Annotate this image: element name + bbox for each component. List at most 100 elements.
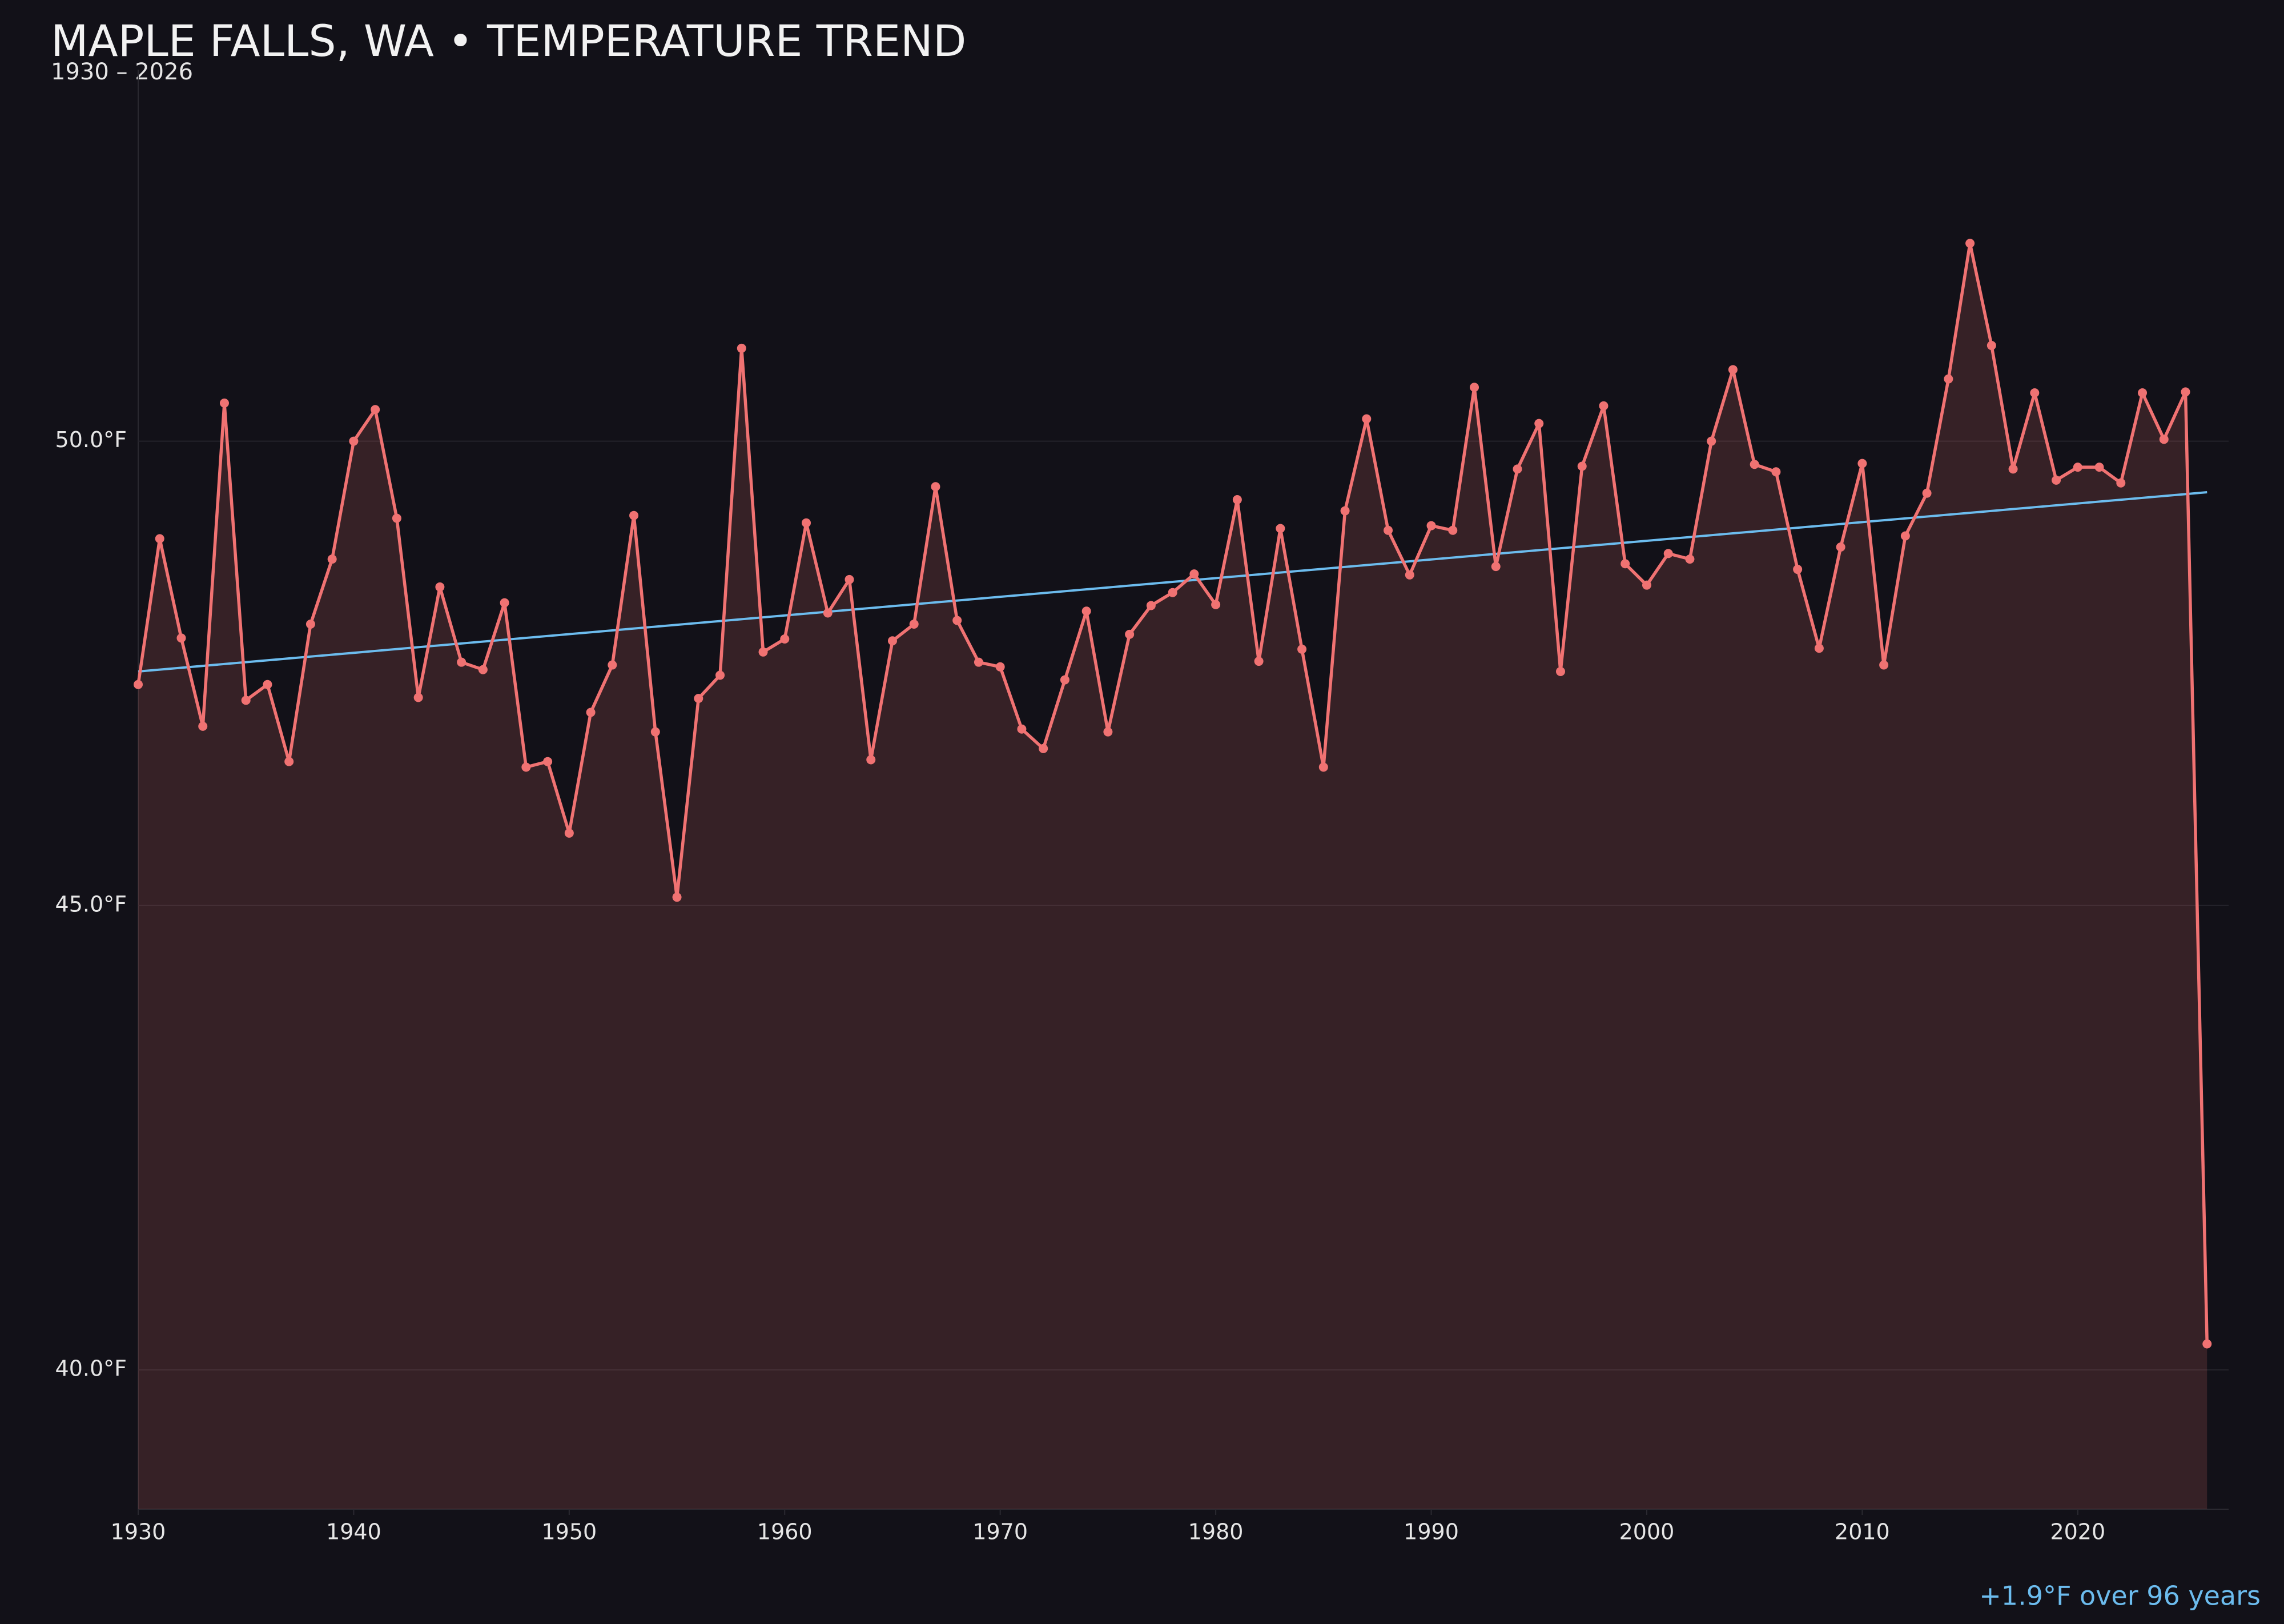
point — [2138, 388, 2148, 398]
point — [1017, 724, 1027, 734]
point — [1857, 459, 1867, 468]
point — [1922, 488, 1932, 498]
point — [371, 405, 380, 415]
point — [1340, 506, 1350, 516]
point — [1426, 521, 1436, 530]
point — [413, 693, 423, 702]
point — [802, 518, 811, 528]
point — [134, 680, 143, 689]
point — [1513, 464, 1522, 474]
point — [1232, 495, 1242, 505]
point — [629, 510, 639, 520]
point — [2073, 463, 2082, 472]
point — [2094, 463, 2104, 472]
point — [1836, 542, 1845, 552]
point — [845, 574, 854, 584]
point — [1318, 762, 1328, 772]
point — [198, 721, 208, 731]
point — [2159, 435, 2169, 444]
point — [435, 582, 445, 592]
point — [672, 893, 682, 902]
point — [758, 647, 768, 657]
point — [780, 634, 790, 644]
point — [909, 619, 919, 629]
point — [1555, 666, 1565, 676]
point — [995, 662, 1005, 672]
point — [1039, 743, 1048, 753]
point — [1599, 401, 1609, 411]
point — [866, 755, 876, 765]
point — [1771, 467, 1781, 477]
point — [586, 708, 596, 717]
point — [1081, 606, 1091, 616]
point — [1168, 588, 1177, 597]
point — [2181, 387, 2190, 397]
point — [1879, 660, 1889, 670]
chart-title: MAPLE FALLS, WA • TEMPERATURE TREND — [51, 15, 966, 66]
point — [2202, 1339, 2212, 1349]
point — [1534, 419, 1544, 428]
point — [2052, 475, 2061, 485]
point — [1965, 239, 1975, 248]
point — [478, 665, 488, 674]
point — [1470, 383, 1479, 392]
point — [305, 619, 315, 629]
point — [1793, 565, 1803, 574]
point — [1577, 461, 1587, 471]
x-tick-label: 1990 — [1404, 1520, 1459, 1545]
point — [1405, 570, 1414, 580]
point — [327, 554, 337, 564]
point — [1750, 460, 1759, 469]
x-tick-label: 2010 — [1835, 1520, 1890, 1545]
point — [1685, 554, 1695, 564]
point — [952, 616, 962, 625]
point — [1384, 525, 1393, 535]
point — [1276, 524, 1285, 533]
point — [1944, 374, 1953, 384]
point — [500, 598, 509, 608]
point — [2008, 464, 2018, 474]
point — [737, 343, 746, 353]
point — [1728, 365, 1738, 375]
x-tick-label: 1940 — [326, 1520, 381, 1545]
point — [1987, 341, 1996, 351]
point — [931, 482, 940, 492]
point — [543, 757, 553, 766]
y-tick-label: 40.0°F — [55, 1356, 127, 1381]
point — [219, 398, 229, 408]
point — [974, 657, 983, 667]
x-tick-label: 1950 — [541, 1520, 597, 1545]
point — [1254, 657, 1264, 666]
point — [1146, 601, 1156, 610]
point — [1663, 549, 1673, 558]
point — [284, 757, 294, 766]
point — [1900, 531, 1910, 541]
x-tick-label: 1970 — [972, 1520, 1028, 1545]
point — [1125, 629, 1135, 639]
point — [457, 657, 467, 667]
point — [176, 633, 186, 643]
point — [521, 762, 531, 772]
point — [2030, 388, 2040, 398]
point — [1103, 727, 1113, 737]
point — [1297, 644, 1307, 654]
y-tick-label: 50.0°F — [55, 427, 127, 452]
point — [1620, 559, 1630, 569]
point — [349, 436, 359, 446]
point — [2116, 478, 2126, 488]
point — [650, 727, 660, 737]
point — [1448, 525, 1458, 535]
point — [1362, 414, 1372, 424]
x-tick-label: 1930 — [111, 1520, 166, 1545]
point — [1707, 436, 1716, 446]
x-tick-label: 2000 — [1619, 1520, 1675, 1545]
chart-subtitle: 1930 – 2026 — [51, 59, 193, 85]
point — [1814, 644, 1824, 653]
y-tick-label: 45.0°F — [55, 891, 127, 916]
point — [715, 670, 725, 680]
x-tick-label: 2020 — [2050, 1520, 2105, 1545]
point — [1211, 600, 1221, 609]
point — [392, 513, 401, 523]
